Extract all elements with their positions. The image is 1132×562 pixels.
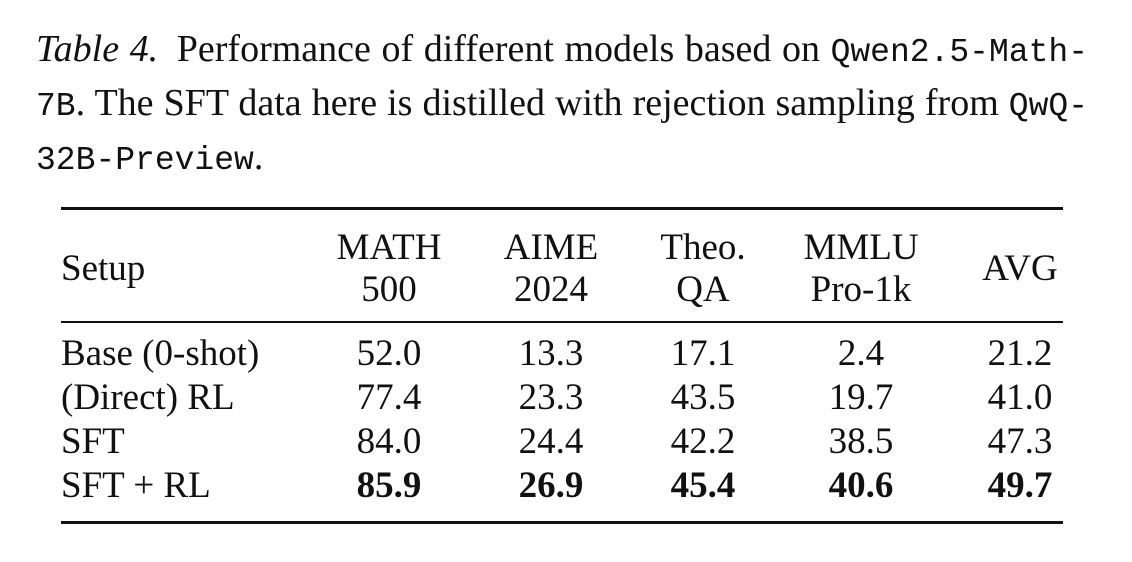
cell-aime2024: 13.3 — [518, 333, 584, 374]
header-math500-line2: 500 — [361, 269, 417, 310]
header-theoqa-line1: Theo. — [660, 227, 746, 268]
cell-avg: 49.7 — [987, 465, 1053, 506]
cell-mmlu: 2.4 — [837, 333, 885, 374]
cell-mmlu: 19.7 — [828, 377, 894, 418]
mid-rule — [61, 321, 1063, 323]
cell-avg: 47.3 — [987, 421, 1053, 462]
header-aime2024-line2: 2024 — [514, 269, 588, 310]
cell-aime2024: 23.3 — [518, 377, 584, 418]
header-avg-label: AVG — [982, 248, 1058, 289]
caption-model-base: Qwen2.5-Math-7B — [36, 34, 1089, 125]
cell-math500: 85.9 — [356, 465, 422, 506]
header-math500-line1: MATH — [336, 227, 442, 268]
header-mmlu-line2: Pro-1k — [810, 269, 912, 310]
header-aime2024: AIME 2024 — [481, 221, 621, 317]
cell-mmlu: 38.5 — [828, 421, 894, 462]
table-row: Base (0-shot) 52.0 13.3 17.1 2.4 21.2 — [61, 332, 1063, 376]
caption-text-3: . — [253, 136, 264, 178]
cell-theoqa: 43.5 — [670, 377, 736, 418]
cell-theoqa: 42.2 — [670, 421, 736, 462]
header-setup: Setup — [61, 221, 301, 317]
cell-aime2024: 26.9 — [518, 465, 584, 506]
row-setup-name: (Direct) RL — [61, 377, 235, 418]
row-setup-name: SFT + RL — [61, 465, 211, 506]
table-row: SFT 84.0 24.4 42.2 38.5 47.3 — [61, 420, 1063, 464]
row-setup-name: Base (0-shot) — [61, 333, 260, 374]
header-mmlu: MMLU Pro-1k — [786, 221, 936, 317]
caption-text-2: . The SFT data here is distilled with re… — [75, 82, 1009, 124]
header-theoqa-line2: QA — [676, 269, 730, 310]
table-row-best: SFT + RL 85.9 26.9 45.4 40.6 49.7 — [61, 464, 1063, 508]
header-setup-label: Setup — [61, 248, 146, 289]
cell-aime2024: 24.4 — [518, 421, 584, 462]
cell-math500: 77.4 — [356, 377, 422, 418]
cell-math500: 52.0 — [356, 333, 422, 374]
bottom-rule — [61, 521, 1063, 524]
header-aime2024-line1: AIME — [503, 227, 599, 268]
header-theoqa: Theo. QA — [633, 221, 773, 317]
cell-math500: 84.0 — [356, 421, 422, 462]
header-avg: AVG — [965, 221, 1075, 317]
cell-theoqa: 17.1 — [670, 333, 736, 374]
table-caption: Table 4. Performance of different models… — [36, 24, 1088, 186]
top-rule — [61, 207, 1063, 210]
row-setup-name: SFT — [61, 421, 125, 462]
header-mmlu-line1: MMLU — [803, 227, 919, 268]
header-math500: MATH 500 — [319, 221, 459, 317]
cell-avg: 21.2 — [987, 333, 1053, 374]
table-row: (Direct) RL 77.4 23.3 43.5 19.7 41.0 — [61, 376, 1063, 420]
caption-text-1: Performance of different models based on — [176, 28, 831, 70]
cell-avg: 41.0 — [987, 377, 1053, 418]
caption-label: Table 4. — [36, 28, 159, 70]
cell-theoqa: 45.4 — [670, 465, 736, 506]
caption-model-teacher: QwQ-32B-Preview — [36, 88, 1088, 179]
cell-mmlu: 40.6 — [828, 465, 894, 506]
